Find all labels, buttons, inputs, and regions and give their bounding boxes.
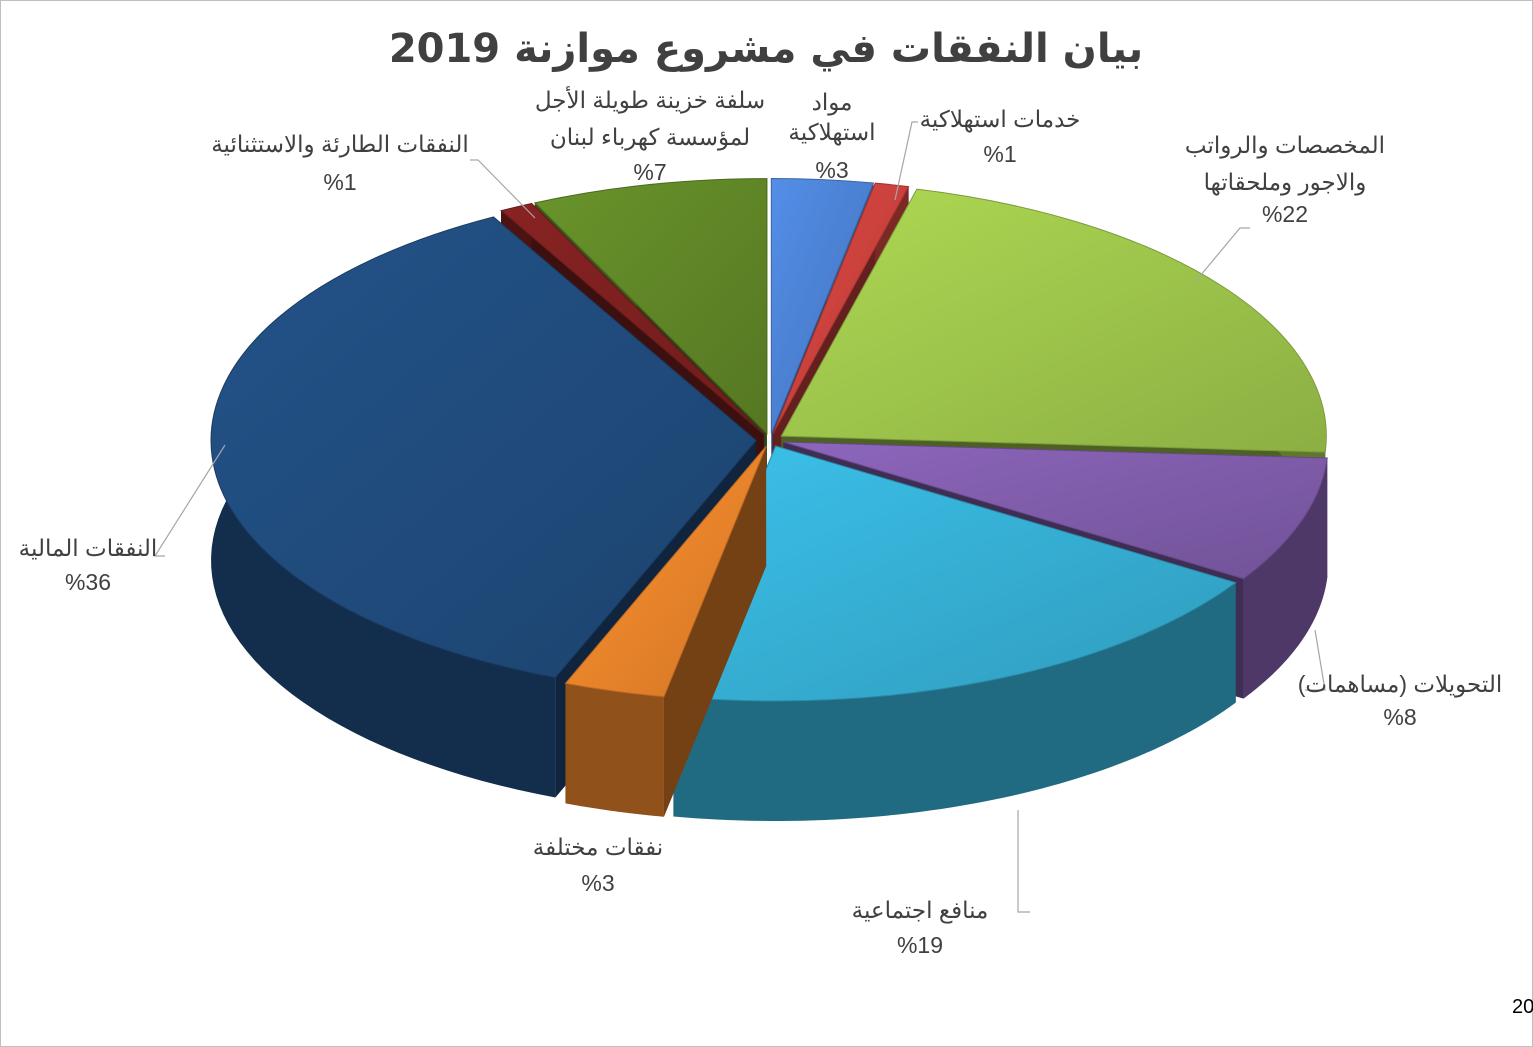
- slice-name-label: النفقات المالية: [19, 535, 158, 561]
- leader-line: [1195, 228, 1250, 282]
- slice-name-label: منافع اجتماعية: [852, 897, 989, 924]
- slice-name-label: والاجور وملحقاتها: [1204, 169, 1367, 196]
- slice-value-label: %8: [1383, 704, 1416, 730]
- slice-value-label: %3: [581, 870, 614, 896]
- pie-layer: [211, 178, 1327, 821]
- slice-name-label: استهلاكية: [788, 119, 875, 146]
- slice-name-label: النفقات الطارئة والاستثنائية: [211, 131, 469, 158]
- slice-name-label: مواد: [812, 89, 853, 116]
- slice-name-label: نفقات مختلفة: [533, 834, 663, 860]
- slice-value-label: %1: [983, 141, 1016, 167]
- chart-source: بروفسور جاسم عجاقة | مصدر: مشروع موازنة …: [1512, 996, 1533, 1018]
- chart-title: بيان النفقات في مشروع موازنة 2019: [389, 26, 1143, 72]
- leader-line: [1018, 810, 1030, 912]
- slice-name-label: التحويلات (مساهمات): [1298, 671, 1502, 698]
- slice-value-label: %3: [815, 157, 848, 183]
- slice-name-label: خدمات استهلاكية: [920, 106, 1081, 133]
- slice-value-label: %7: [633, 159, 666, 185]
- slice-value-label: %36: [65, 569, 111, 595]
- slice-name-label: لمؤسسة كهرباء لبنان: [550, 124, 750, 151]
- slice-side: [565, 683, 664, 816]
- slice-value-label: %19: [897, 932, 943, 958]
- slice-name-label: المخصصات والرواتب: [1185, 132, 1385, 159]
- slice-value-label: %22: [1262, 201, 1308, 227]
- slice-name-label: سلفة خزينة طويلة الأجل: [535, 86, 765, 114]
- slice-value-label: %1: [323, 169, 356, 195]
